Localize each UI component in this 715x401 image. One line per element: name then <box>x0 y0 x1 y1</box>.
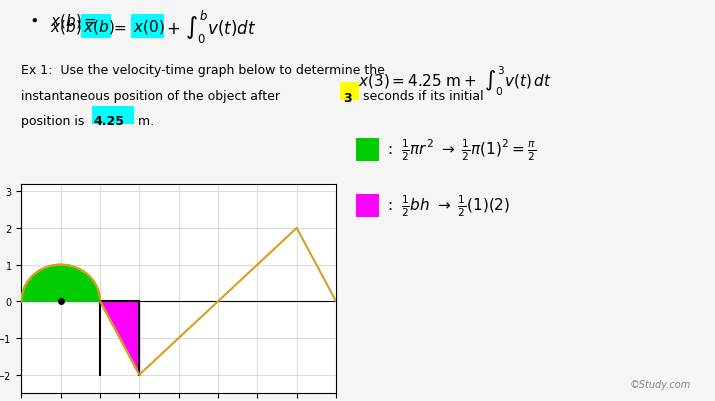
Text: $x(3) = 4.25\ \mathrm{m} +\ \int_0^3 v(t)\,dt$: $x(3) = 4.25\ \mathrm{m} +\ \int_0^3 v(t… <box>358 64 551 97</box>
FancyBboxPatch shape <box>131 15 164 39</box>
Text: $x(0)$: $x(0)$ <box>133 18 164 36</box>
Text: $x(b)$: $x(b)$ <box>83 18 114 36</box>
FancyBboxPatch shape <box>340 83 359 100</box>
FancyBboxPatch shape <box>356 139 379 161</box>
Polygon shape <box>100 302 139 375</box>
Text: m.: m. <box>134 114 154 127</box>
Text: $\bullet$: $\bullet$ <box>29 12 38 27</box>
FancyBboxPatch shape <box>92 107 134 124</box>
FancyBboxPatch shape <box>81 15 111 39</box>
Text: 4.25: 4.25 <box>94 114 124 127</box>
Text: 3: 3 <box>343 91 352 104</box>
Text: $x(b) = $: $x(b) = $ <box>50 12 97 30</box>
Text: $:\ \frac{1}{2}\pi r^2\ \rightarrow\ \frac{1}{2}\pi(1)^2 = \frac{\pi}{2}$: $:\ \frac{1}{2}\pi r^2\ \rightarrow\ \fr… <box>385 137 536 162</box>
Text: Ex 1:  Use the velocity-time graph below to determine the: Ex 1: Use the velocity-time graph below … <box>21 64 385 77</box>
FancyBboxPatch shape <box>356 195 379 217</box>
Text: $+\ \int_0^b v(t)dt$: $+\ \int_0^b v(t)dt$ <box>166 9 256 46</box>
Text: $= $: $= $ <box>111 20 127 34</box>
Text: instantaneous position of the object after: instantaneous position of the object aft… <box>21 90 285 103</box>
Polygon shape <box>21 265 100 302</box>
Text: $:\ \frac{1}{2}bh\ \rightarrow\ \frac{1}{2}(1)(2)$: $:\ \frac{1}{2}bh\ \rightarrow\ \frac{1}… <box>385 193 510 219</box>
Text: $x(b)$: $x(b)$ <box>50 18 82 36</box>
Text: ©Study.com: ©Study.com <box>629 379 691 389</box>
Text: position is: position is <box>21 114 89 127</box>
Text: seconds if its initial: seconds if its initial <box>359 90 483 103</box>
